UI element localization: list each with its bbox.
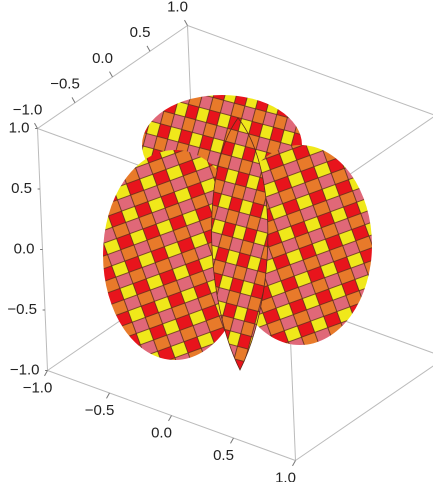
tick-mark (109, 71, 113, 78)
tick-label: −0.5 (7, 301, 37, 318)
tick-label: 1.0 (167, 0, 188, 15)
tick-mark (230, 437, 234, 444)
tick-mark (168, 415, 172, 422)
tick-mark (146, 45, 151, 52)
tick-mark (44, 370, 48, 377)
tick-mark (71, 97, 76, 103)
tick-mark (34, 122, 38, 129)
tick-mark (106, 392, 110, 399)
tick-mark (184, 19, 188, 26)
box-edge (187, 25, 433, 116)
tick-label: 0.5 (213, 447, 234, 464)
axes: −1.0−0.50.00.51.0−1.0−0.50.00.51.0−1.0−0… (7, 0, 296, 482)
surface-lobe (103, 150, 247, 360)
tick-label: 0.5 (11, 180, 32, 197)
box-edge (295, 365, 433, 461)
tick-mark (292, 460, 296, 467)
tick-label: 0.5 (130, 24, 151, 41)
tick-label: 0.0 (92, 50, 113, 67)
tick-label: −1.0 (23, 379, 53, 396)
tick-label: 1.0 (9, 119, 30, 136)
tick-label: −0.5 (85, 402, 115, 419)
tick-label: −1.0 (10, 361, 40, 378)
tick-label: 1.0 (275, 469, 296, 482)
tick-label: −0.5 (50, 76, 80, 93)
tick-label: −1.0 (13, 101, 43, 118)
surface (103, 95, 372, 371)
tick-label: 0.0 (14, 240, 35, 257)
tick-label: 0.0 (151, 424, 172, 441)
surface-petal (211, 117, 269, 371)
